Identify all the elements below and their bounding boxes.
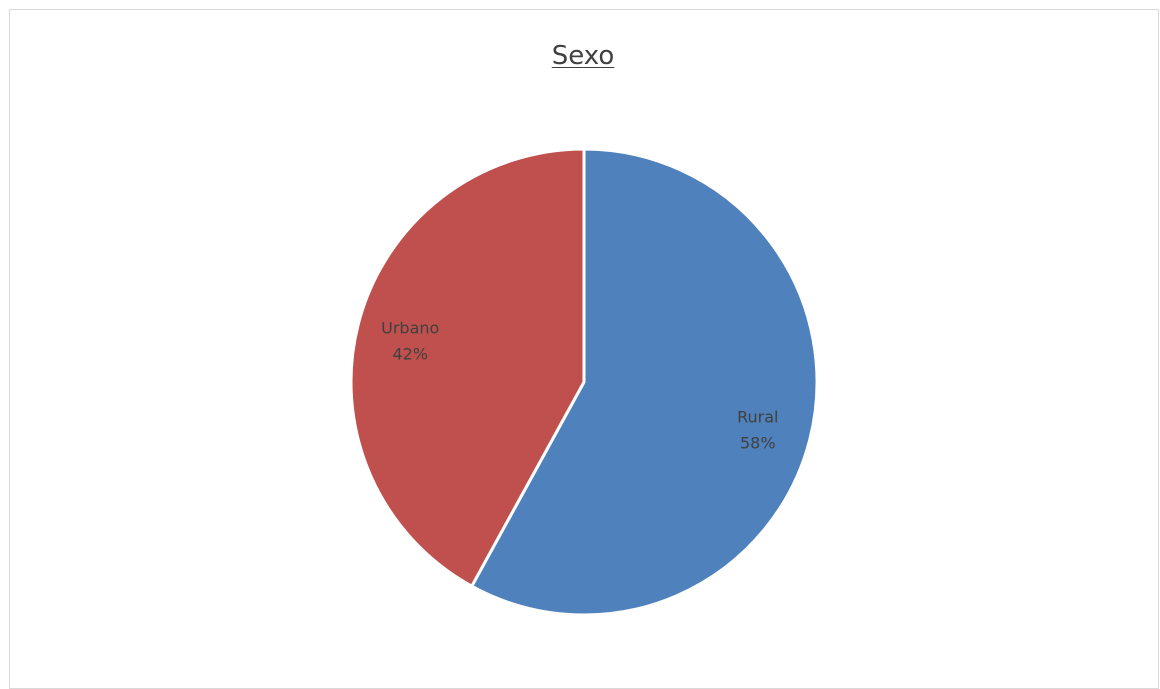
data-label-rural: Rural 58% (737, 408, 778, 453)
slice-label-name: Rural (737, 408, 778, 427)
slice-label-percent: 42% (392, 344, 428, 363)
pie-slice-urbano (349, 147, 586, 588)
data-label-urbano: Urbano 42% (381, 318, 439, 363)
slice-label-percent: 58% (740, 434, 776, 453)
chart-title: Sexo (551, 41, 615, 71)
slice-label-name: Urbano (381, 318, 439, 337)
pie-slice-rural (470, 147, 819, 617)
